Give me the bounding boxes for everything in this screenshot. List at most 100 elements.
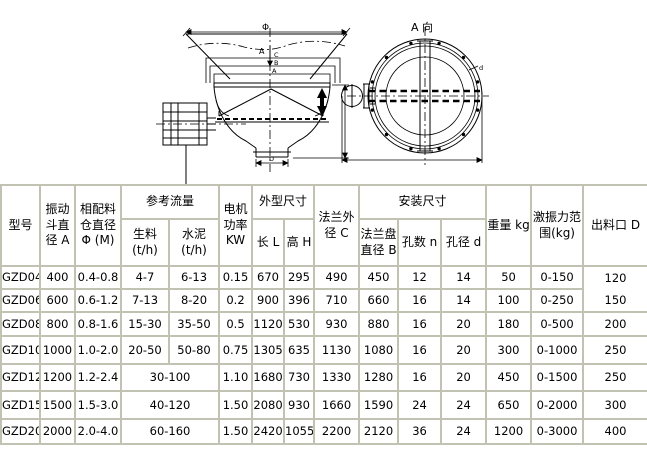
cell-h: 530: [283, 311, 316, 337]
bowl-outline: [214, 87, 330, 148]
cell-c: 1130: [313, 335, 361, 365]
cell-flow: 40-120: [119, 390, 221, 420]
col-header-raw: 生料 (t/h): [120, 218, 170, 267]
cell-outlet: 200: [582, 311, 647, 337]
front-view-drawing: Φ A C B A: [156, 23, 350, 184]
hole-label: d: [469, 64, 483, 72]
cell-model: GZD15: [0, 390, 41, 420]
cell-h: 396: [283, 288, 316, 313]
cell-d: 24: [440, 390, 488, 420]
cell-b: 2120: [358, 418, 400, 445]
cell-c: 1660: [313, 390, 361, 420]
cell-kw: 1.50: [218, 418, 254, 445]
cell-a: 800: [39, 311, 76, 337]
cell-n: 36: [397, 418, 443, 445]
table-row: GZD04 400 0.4-0.8 4-7 6-13 0.15 670 295 …: [0, 265, 647, 290]
feeder-top-ring: [214, 83, 330, 87]
cell-h: 730: [283, 363, 316, 392]
header-row-1: 型号 振动 斗直 径 A 相配料 仓直径 Φ (M) 参考流量 电机 功率 KW…: [0, 184, 647, 267]
cell-phi: 1.0-2.0: [74, 335, 122, 365]
cell-raw: 15-30: [120, 311, 170, 337]
cell-kw: 0.75: [218, 335, 254, 365]
cell-outlet: 400: [582, 418, 647, 445]
length-dim-line: [341, 92, 483, 163]
cell-b: 1280: [358, 363, 400, 392]
cell-b: 450: [358, 265, 400, 290]
cell-kw: 0.2: [218, 288, 254, 313]
silo-outline: [186, 34, 347, 79]
cell-h: 635: [283, 335, 316, 365]
cell-model: GZD12: [0, 363, 41, 392]
cell-a: 1200: [39, 363, 76, 392]
discharge-spout: [253, 148, 291, 157]
col-group-flow: 参考流量: [119, 184, 221, 220]
cell-b: 1080: [358, 335, 400, 365]
technical-drawing: Φ A C B A: [0, 20, 647, 186]
flange-dim-frames: C B A: [206, 51, 340, 83]
cell-cement: 8-20: [167, 288, 221, 313]
cell-c: 710: [313, 288, 361, 313]
col-header-silo-dia: 相配料 仓直径 Φ (M): [74, 184, 122, 267]
cell-force: 0-250: [530, 288, 585, 313]
col-header-model: 型号: [0, 184, 41, 267]
col-header-length: 长 L: [251, 218, 286, 267]
cell-cement: 6-13: [167, 265, 221, 290]
cell-kw: 0.5: [218, 311, 254, 337]
top-view-drawing: A 向: [342, 20, 490, 165]
col-header-outlet: 出料口 D: [582, 184, 647, 267]
cell-b: 1590: [358, 390, 400, 420]
cell-phi: 2.0-4.0: [74, 418, 122, 445]
cell-l: 670: [251, 265, 286, 290]
cell-c: 930: [313, 311, 361, 337]
table-row: GZD15 1500 1.5-3.0 40-120 1.50 2080 930 …: [0, 390, 647, 420]
col-header-hole-d: 孔径 d: [440, 218, 488, 267]
view-arrow-label: A: [259, 47, 265, 56]
cell-l: 1120: [251, 311, 286, 337]
dim-label-d: D: [269, 155, 274, 163]
cell-model: GZD20: [0, 418, 41, 445]
cell-model: GZD08: [0, 311, 41, 337]
cross-beam-horizontal: [369, 91, 480, 101]
cell-n: 16: [397, 335, 443, 365]
cell-d: 24: [440, 418, 488, 445]
table-row: GZD20 2000 2.0-4.0 60-160 1.50 2420 1055…: [0, 418, 647, 445]
cell-a: 1500: [39, 390, 76, 420]
cell-outlet: 250: [582, 363, 647, 392]
cell-force: 0-3000: [530, 418, 585, 445]
cell-force: 0-1000: [530, 335, 585, 365]
cell-cement: 50-80: [167, 335, 221, 365]
motor-front: [156, 103, 246, 184]
cell-d: 20: [440, 335, 488, 365]
table-header: 型号 振动 斗直 径 A 相配料 仓直径 Φ (M) 参考流量 电机 功率 KW…: [0, 184, 647, 267]
cell-c: 1330: [313, 363, 361, 392]
col-header-height: 高 H: [283, 218, 316, 267]
cell-kg: 180: [485, 311, 533, 337]
cell-a: 400: [39, 265, 76, 290]
cell-l: 1305: [251, 335, 286, 365]
cone: [216, 89, 328, 116]
cell-c: 2200: [313, 418, 361, 445]
cell-kg: 1200: [485, 418, 533, 445]
cell-phi: 0.4-0.8: [74, 265, 122, 290]
cell-outlet: 250: [582, 335, 647, 365]
table-body: GZD04 400 0.4-0.8 4-7 6-13 0.15 670 295 …: [0, 265, 647, 445]
cell-h: 930: [283, 390, 316, 420]
cell-kg: 450: [485, 363, 533, 392]
cell-kw: 1.50: [218, 390, 254, 420]
cell-kw: 0.15: [218, 265, 254, 290]
motor-top: [342, 84, 376, 108]
cell-n: 24: [397, 390, 443, 420]
cell-h: 1055: [283, 418, 316, 445]
cell-phi: 0.8-1.6: [74, 311, 122, 337]
cell-phi: 1.5-3.0: [74, 390, 122, 420]
cell-model: GZD10: [0, 335, 41, 365]
dim-label-a: A: [272, 67, 277, 75]
header-row-2: 生料 (t/h) 水泥 (t/h) 长 L 高 H 法兰盘 直径 B 孔数 n …: [1, 218, 647, 267]
table-row: GZD12 1200 1.2-2.4 30-100 1.10 1680 730 …: [0, 363, 647, 392]
cell-n: 16: [397, 311, 443, 337]
cell-kw: 1.10: [218, 363, 254, 392]
spec-table: 型号 振动 斗直 径 A 相配料 仓直径 Φ (M) 参考流量 电机 功率 KW…: [0, 184, 647, 445]
cell-n: 12: [397, 265, 443, 290]
cell-l: 2420: [251, 418, 286, 445]
col-header-power: 电机 功率 KW: [218, 184, 254, 267]
